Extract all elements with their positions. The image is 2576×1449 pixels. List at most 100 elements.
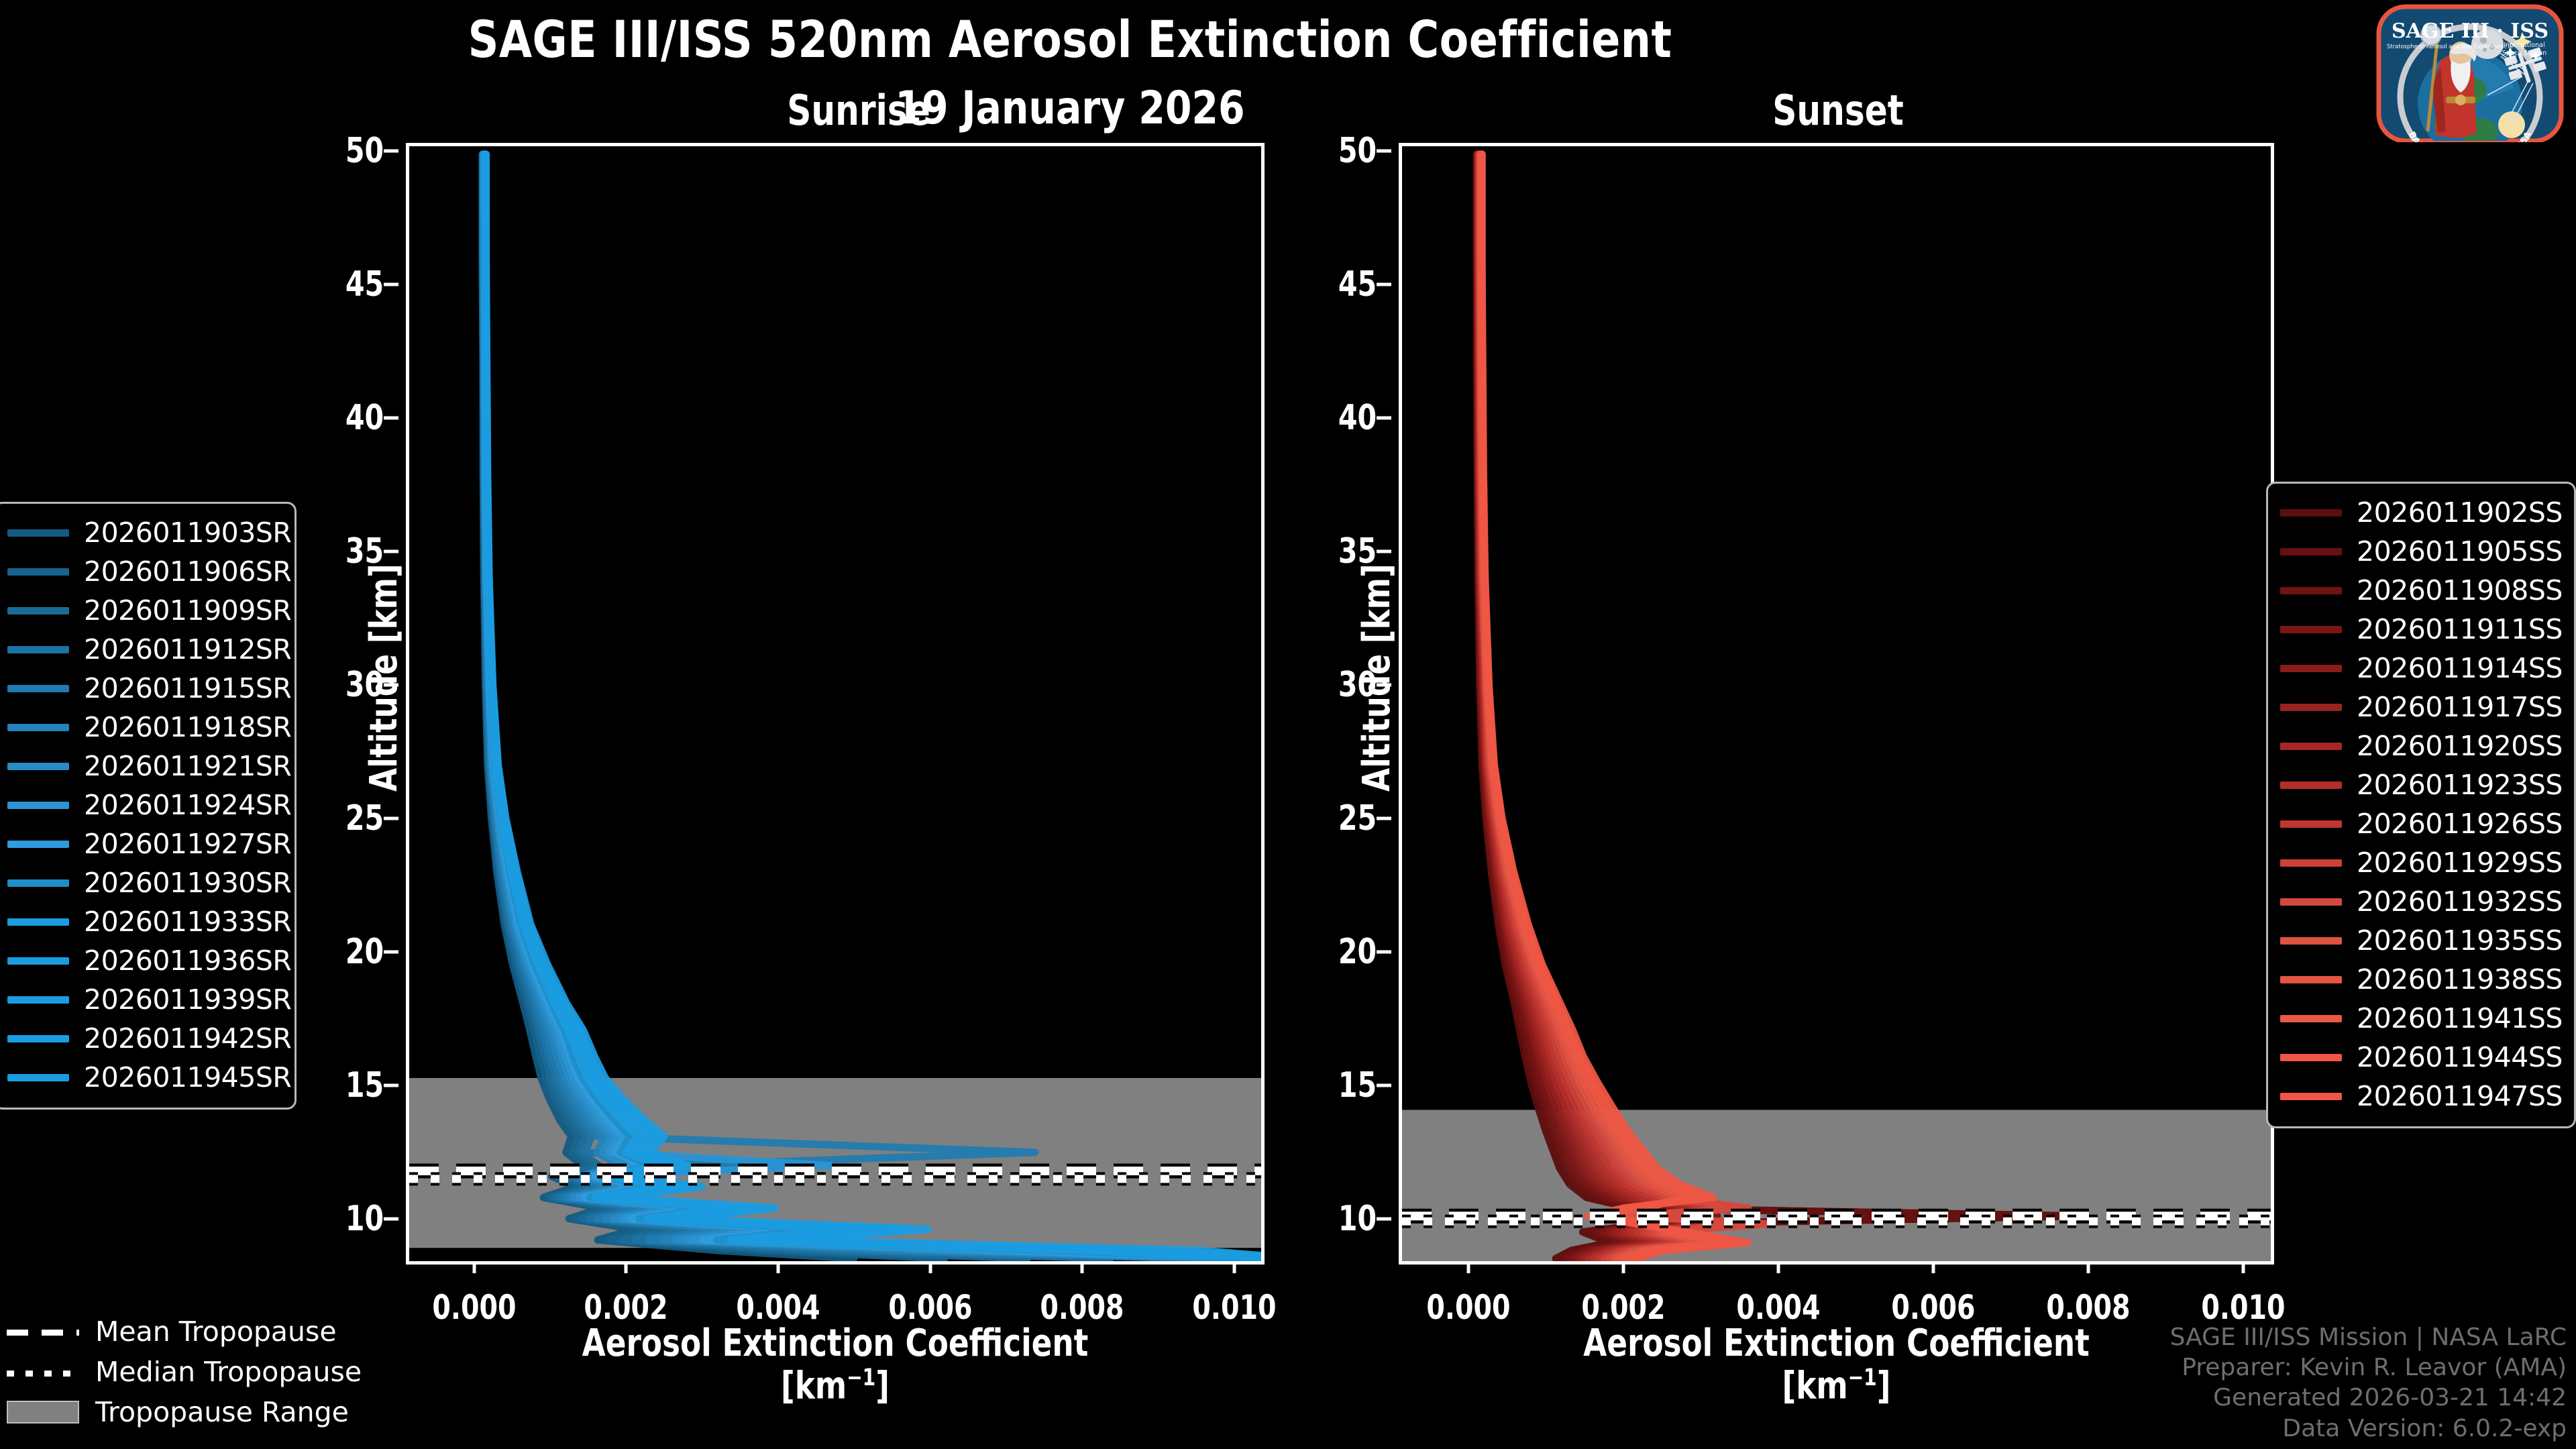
tropopause-legend-label: Tropopause Range [95, 1396, 349, 1428]
legend-item[interactable]: 2026011924SR [7, 786, 292, 824]
legend-item[interactable]: 2026011923SS [2280, 765, 2563, 804]
legend-item[interactable]: 2026011915SR [7, 669, 292, 708]
x-tick-mark [1232, 1261, 1236, 1273]
sunrise-y-axis: 10 15 20 25 30 35 40 45 50 [322, 131, 398, 1265]
y-tick-mark [384, 683, 398, 687]
legend-item[interactable]: 2026011917SS [2280, 688, 2563, 727]
x-tick-mark [472, 1261, 476, 1273]
y-tick-mark [1377, 683, 1391, 687]
patch-subtitle-right-2: Space Station [2502, 50, 2546, 57]
legend-item-label: 2026011926SS [2357, 808, 2563, 840]
x-tick-label: 0.006 [888, 1288, 973, 1327]
x-tick-mark [1466, 1261, 1470, 1273]
legend-item-label: 2026011912SR [84, 633, 292, 665]
x-tick-mark [776, 1261, 780, 1273]
tropopause-legend-label: Mean Tropopause [95, 1316, 337, 1348]
patch-subtitle-right-1: International [2504, 42, 2544, 49]
legend-color-swatch [7, 762, 69, 770]
legend-color-swatch [7, 606, 69, 614]
x-tick-label: 0.004 [736, 1288, 820, 1327]
legend-item[interactable]: 2026011929SS [2280, 843, 2563, 882]
x-tick-label: 0.002 [584, 1288, 669, 1327]
legend-color-swatch [7, 568, 69, 576]
y-tick-label: 50 [1338, 130, 1377, 171]
legend-item-label: 2026011921SR [84, 750, 292, 782]
legend-color-swatch [2280, 859, 2342, 867]
legend-item-label: 2026011902SS [2357, 496, 2563, 529]
legend-item[interactable]: 2026011944SS [2280, 1038, 2563, 1077]
legend-item[interactable]: 2026011947SS [2280, 1077, 2563, 1116]
x-tick-label: 0.010 [2201, 1288, 2286, 1327]
legend-item-label: 2026011939SR [84, 983, 292, 1016]
legend-color-swatch [7, 996, 69, 1004]
tropopause-legend-label: Median Tropopause [95, 1356, 362, 1388]
legend-item[interactable]: 2026011939SR [7, 980, 292, 1019]
legend-item[interactable]: 2026011903SR [7, 513, 292, 552]
legend-item-label: 2026011933SR [84, 906, 292, 938]
y-tick-label: 15 [345, 1065, 384, 1106]
x-tick-label: 0.010 [1192, 1288, 1277, 1327]
sunset-series-legend[interactable]: 2026011902SS 2026011905SS 2026011908SS 2026… [2266, 482, 2576, 1128]
legend-item[interactable]: 2026011926SS [2280, 804, 2563, 843]
x-tick-mark [624, 1261, 628, 1273]
y-tick-label: 40 [345, 398, 384, 439]
legend-item[interactable]: 2026011914SS [2280, 649, 2563, 688]
legend-item-label: 2026011936SR [84, 945, 292, 977]
legend-item[interactable]: 2026011905SS [2280, 532, 2563, 571]
legend-item-label: 2026011927SR [84, 828, 292, 860]
legend-item[interactable]: 2026011908SS [2280, 571, 2563, 610]
sunrise-plot-canvas [409, 146, 1261, 1261]
legend-item[interactable]: 2026011927SR [7, 824, 292, 863]
legend-item-label: 2026011935SS [2357, 924, 2563, 957]
sunset-plot[interactable] [1399, 143, 2274, 1265]
footer-preparer: Preparer: Kevin R. Leavor (AMA) [2182, 1353, 2567, 1381]
legend-item-label: 2026011944SS [2357, 1041, 2563, 1073]
legend-item[interactable]: 2026011921SR [7, 747, 292, 786]
legend-item[interactable]: 2026011902SS [2280, 493, 2563, 532]
legend-color-swatch [7, 801, 69, 809]
y-tick-mark [1377, 416, 1391, 420]
profile-line [1478, 150, 1743, 1261]
sunset-y-axis: 10 15 20 25 30 35 40 45 50 [1315, 131, 1391, 1265]
y-tick-label: 25 [345, 798, 384, 839]
y-tick-mark [384, 149, 398, 153]
y-tick-label: 50 [345, 130, 384, 171]
xlabel-line1: Aerosol Extinction Coefficient [582, 1322, 1089, 1365]
legend-color-swatch [7, 918, 69, 926]
tropopause-range-band [1402, 1110, 2271, 1261]
legend-item[interactable]: 2026011938SS [2280, 960, 2563, 999]
legend-item[interactable]: 2026011941SS [2280, 999, 2563, 1038]
sunset-x-axis: 0.000 0.002 0.004 0.006 0.008 0.010 [1399, 1261, 2285, 1327]
legend-item[interactable]: 2026011932SS [2280, 882, 2563, 921]
x-tick-label: 0.000 [1426, 1288, 1511, 1327]
legend-item-label: 2026011908SS [2357, 574, 2563, 606]
xlabel-line2: [km−1] [1782, 1364, 1891, 1408]
y-tick-mark [384, 282, 398, 286]
x-tick-label: 0.006 [1891, 1288, 1976, 1327]
y-tick-mark [384, 549, 398, 553]
legend-item-label: 2026011932SS [2357, 885, 2563, 918]
sunset-x-axis-label: Aerosol Extinction Coefficient [km−1] [1442, 1322, 2231, 1408]
legend-item[interactable]: 2026011906SR [7, 552, 292, 591]
legend-item[interactable]: 2026011909SR [7, 591, 292, 630]
sunset-panel-title: Sunset [1772, 86, 1904, 135]
sunrise-plot[interactable] [406, 143, 1265, 1265]
legend-item[interactable]: 2026011920SS [2280, 727, 2563, 765]
legend-item[interactable]: 2026011930SR [7, 863, 292, 902]
legend-item-label: 2026011903SR [84, 517, 292, 549]
legend-item[interactable]: 2026011918SR [7, 708, 292, 747]
footer-metadata: SAGE III/ISS Mission | NASA LaRC Prepare… [2170, 1322, 2567, 1444]
sunrise-series-legend[interactable]: 2026011903SR 2026011906SR 2026011909SR 2026… [0, 502, 297, 1110]
y-tick-label: 30 [345, 665, 384, 706]
legend-item[interactable]: 2026011935SS [2280, 921, 2563, 960]
y-tick-label: 25 [1338, 798, 1377, 839]
legend-item[interactable]: 2026011942SR [7, 1019, 292, 1058]
legend-item[interactable]: 2026011933SR [7, 902, 292, 941]
legend-item-label: 2026011929SS [2357, 847, 2563, 879]
legend-item[interactable]: 2026011936SR [7, 941, 292, 980]
legend-item[interactable]: 2026011945SR [7, 1058, 292, 1097]
legend-item-label: 2026011905SS [2357, 535, 2563, 568]
legend-item[interactable]: 2026011912SR [7, 630, 292, 669]
y-tick-mark [384, 416, 398, 420]
legend-item[interactable]: 2026011911SS [2280, 610, 2563, 649]
